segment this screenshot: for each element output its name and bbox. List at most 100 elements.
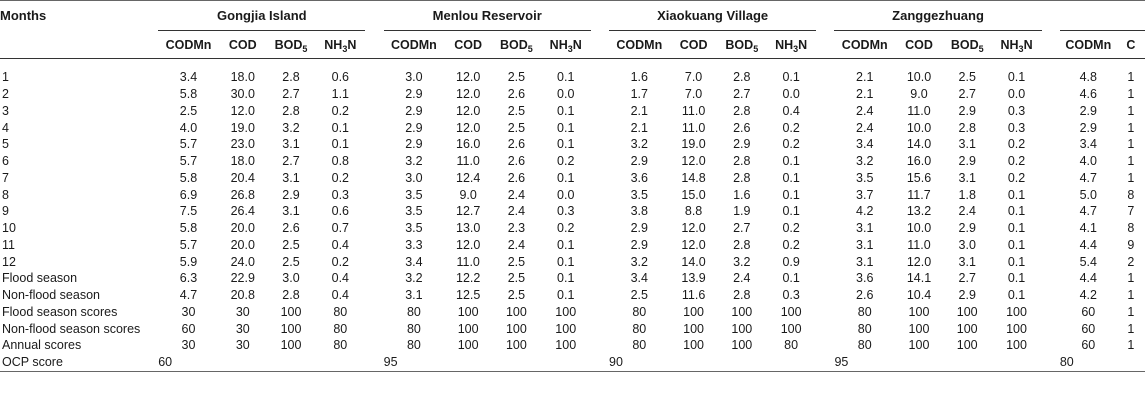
table-cell: 0.3 (1007, 103, 1026, 118)
table-cell: 2.8 (958, 120, 976, 135)
table-row: 6 5.7 18.0 2.7 0.8 3.2 11.0 2.6 0.2 2.9 12.0 2.8 0.1… (0, 153, 1145, 170)
table-cell: 11.0 (456, 254, 480, 269)
table-cell: 2.4 (507, 204, 526, 219)
row-label: 3 (2, 103, 9, 118)
table-cell: 0.1 (557, 70, 575, 85)
table-cell: 80 (632, 338, 647, 353)
table-cell: 14.0 (906, 137, 932, 152)
months-header: Months (0, 8, 47, 23)
table-cell: 20.0 (230, 221, 255, 236)
table-cell: 2.9 (630, 237, 648, 252)
table-cell: 3.4 (405, 254, 423, 269)
table-cell: 100 (956, 321, 978, 336)
row-label: 12 (2, 254, 16, 269)
table-cell: 0.1 (782, 70, 800, 85)
table-cell: 2.8 (282, 103, 300, 118)
table-cell: 3.5 (630, 187, 648, 202)
table-cell: 100 (908, 304, 930, 319)
table-cell: 6.3 (179, 271, 198, 286)
parameter-header: COD (894, 30, 943, 59)
table-cell: 12.0 (456, 120, 481, 135)
table-cell: 18.0 (230, 154, 255, 169)
table-cell: 0.2 (782, 221, 800, 236)
table-cell: 9 (1127, 237, 1135, 252)
table-cell: 2.8 (733, 103, 751, 118)
table-cell: 4.0 (1079, 154, 1097, 169)
table-cell: 2.5 (507, 103, 526, 118)
table-cell: 2.4 (507, 237, 526, 252)
parameter-header: COD (218, 30, 267, 59)
table-cell: 10.0 (906, 70, 932, 85)
table-cell: 24.0 (230, 254, 255, 269)
table-cell: 0.1 (331, 137, 350, 152)
table-cell: 60 (181, 321, 196, 336)
table-cell (717, 353, 767, 372)
table-cell: 2.4 (856, 120, 874, 135)
table-cell: 0.2 (331, 103, 350, 118)
table-cell: 22.9 (230, 271, 255, 286)
table-cell: 3.6 (856, 271, 874, 286)
table-cell: 2.9 (405, 120, 423, 135)
table-cell: 5.0 (1079, 187, 1097, 202)
table-cell: 11.0 (681, 120, 706, 135)
table-cell: 3.2 (405, 154, 423, 169)
table-row: Non-flood season scores 60 30 100 80 80 100 100… (0, 320, 1145, 337)
table-cell: 0.9 (782, 254, 800, 269)
table-cell: 0.2 (782, 120, 800, 135)
table-cell: 3.2 (630, 137, 648, 152)
table-cell: 0.1 (1007, 271, 1026, 286)
table-cell: 2.5 (507, 120, 526, 135)
table-row: 10 5.8 20.0 2.6 0.7 3.5 13.0 2.3 0.2 2.9 12.0 2.7 0.… (0, 220, 1145, 237)
table-row: Flood season 6.3 22.9 3.0 0.4 3.2 12.2 2.5 0.1 3.… (0, 270, 1145, 287)
table-cell: 3.2 (856, 154, 874, 169)
table-cell: 2 (1127, 254, 1135, 269)
row-label: 7 (2, 170, 9, 185)
table-cell: 4.7 (179, 288, 198, 303)
table-cell: 100 (956, 338, 978, 353)
site-header: Menlou Reservoir (383, 0, 591, 31)
table-cell: 4.8 (1079, 70, 1097, 85)
table-cell: 14.0 (681, 254, 706, 269)
table-cell: 18.0 (230, 70, 255, 85)
table-cell: 2.9 (405, 137, 423, 152)
parameter-header: CODMn (609, 30, 670, 59)
table-cell: 3.5 (405, 204, 423, 219)
table-cell: 14.8 (681, 170, 706, 185)
table-cell: 3.5 (856, 170, 874, 185)
table-cell: 3.0 (405, 170, 423, 185)
row-label: Flood season (2, 271, 78, 286)
table-cell: 100 (780, 321, 802, 336)
table-cell: 3.7 (856, 187, 874, 202)
table-cell: 0.1 (782, 204, 800, 219)
table-cell: 2.7 (958, 87, 976, 102)
table-cell: 80 (333, 321, 348, 336)
table-cell (669, 353, 718, 372)
table-cell: 100 (908, 321, 930, 336)
parameter-header: COD (444, 30, 493, 59)
table-cell: 2.9 (630, 221, 648, 236)
table-cell: 0.1 (557, 254, 575, 269)
parameter-header: CODMn (383, 30, 445, 59)
table-cell: 2.6 (507, 137, 526, 152)
table-cell: 80 (632, 304, 647, 319)
table-cell: 2.9 (958, 221, 976, 236)
table-cell: 80 (406, 338, 421, 353)
table-cell: 2.8 (282, 288, 300, 303)
table-cell: 12.4 (456, 170, 481, 185)
table-cell: 5.9 (179, 254, 198, 269)
table-cell (266, 353, 316, 372)
table-cell: 0.6 (331, 204, 350, 219)
table-cell: 12.0 (906, 254, 932, 269)
table-row: 11 5.7 20.0 2.5 0.4 3.3 12.0 2.4 0.1 2.9 12.0 2.8 0.… (0, 237, 1145, 254)
table-cell: 1.8 (958, 187, 976, 202)
site-header-row: Months Gongjia Island Menlou Reservoir X… (0, 0, 1145, 31)
table-cell: 11.0 (456, 154, 480, 169)
table-cell: 80 (632, 321, 647, 336)
table-cell: 2.8 (282, 70, 300, 85)
table-cell: 2.4 (507, 187, 526, 202)
table-cell: 3.2 (733, 254, 751, 269)
table-cell: 3.0 (405, 70, 423, 85)
table-cell: 12.7 (456, 204, 481, 219)
table-cell: 100 (280, 338, 302, 353)
row-label: Annual scores (2, 338, 82, 353)
